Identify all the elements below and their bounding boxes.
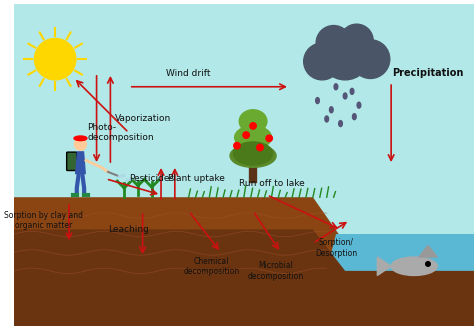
- Text: Photo-
decomposition: Photo- decomposition: [87, 123, 154, 143]
- Text: Sorption by clay and
organic matter: Sorption by clay and organic matter: [4, 211, 83, 230]
- Ellipse shape: [334, 84, 338, 90]
- Polygon shape: [75, 151, 86, 174]
- Text: Precipitation: Precipitation: [392, 68, 464, 78]
- Ellipse shape: [325, 116, 328, 122]
- Text: Wind drift: Wind drift: [166, 69, 211, 78]
- Circle shape: [266, 135, 273, 142]
- Ellipse shape: [74, 136, 87, 141]
- Circle shape: [340, 24, 373, 57]
- Circle shape: [320, 29, 371, 80]
- Polygon shape: [14, 229, 474, 326]
- Circle shape: [257, 144, 263, 151]
- Text: Microbial
decomposition: Microbial decomposition: [248, 261, 304, 280]
- Ellipse shape: [230, 144, 276, 167]
- Ellipse shape: [391, 257, 437, 276]
- Circle shape: [35, 38, 76, 80]
- Circle shape: [426, 262, 430, 266]
- Circle shape: [250, 123, 256, 129]
- Text: Leaching: Leaching: [109, 225, 149, 234]
- Ellipse shape: [350, 88, 354, 94]
- Text: Chemical
decomposition: Chemical decomposition: [183, 256, 240, 276]
- Ellipse shape: [357, 102, 361, 108]
- Ellipse shape: [239, 110, 267, 133]
- Polygon shape: [14, 197, 474, 326]
- FancyBboxPatch shape: [67, 152, 77, 171]
- Ellipse shape: [353, 114, 356, 120]
- Circle shape: [234, 143, 240, 149]
- Circle shape: [122, 175, 124, 177]
- Circle shape: [304, 43, 340, 80]
- Polygon shape: [313, 234, 474, 326]
- Text: Pesticides: Pesticides: [129, 174, 174, 183]
- Text: Plant uptake: Plant uptake: [168, 174, 225, 183]
- Text: Sorption/
Desorption: Sorption/ Desorption: [315, 238, 357, 257]
- Circle shape: [316, 25, 351, 60]
- Text: Vaporization: Vaporization: [115, 115, 171, 123]
- Circle shape: [129, 178, 132, 181]
- Polygon shape: [419, 246, 437, 257]
- Circle shape: [74, 138, 86, 150]
- Circle shape: [351, 40, 390, 79]
- Circle shape: [243, 132, 249, 138]
- Polygon shape: [377, 257, 391, 276]
- Ellipse shape: [329, 107, 333, 113]
- Ellipse shape: [339, 120, 342, 127]
- Circle shape: [126, 179, 128, 182]
- Circle shape: [118, 175, 121, 178]
- Ellipse shape: [234, 142, 273, 165]
- Text: Run off to lake: Run off to lake: [238, 179, 304, 188]
- Ellipse shape: [343, 93, 347, 99]
- Ellipse shape: [316, 98, 319, 104]
- Ellipse shape: [235, 126, 272, 149]
